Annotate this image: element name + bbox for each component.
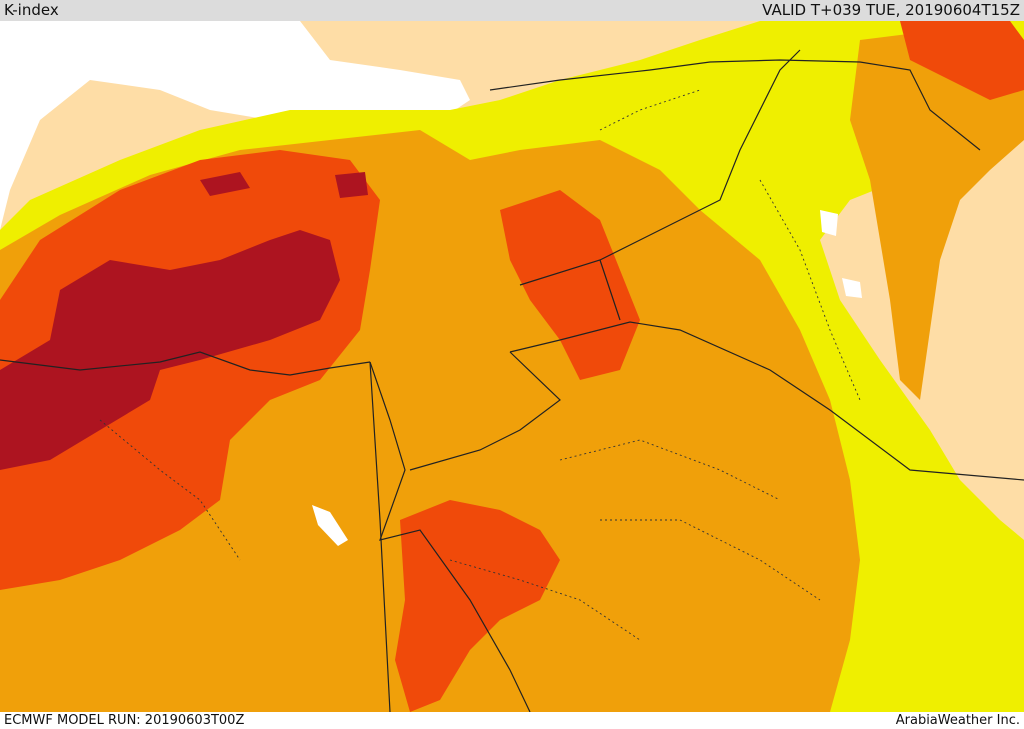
valid-time-label: VALID T+039 TUE, 20190604T15Z [762,1,1020,19]
red-sea-north [312,505,348,546]
border-line-6 [599,259,621,321]
border-line-4 [409,351,561,471]
red-orange-pocket-east [500,190,640,380]
dotted-line-3 [449,559,641,641]
map-canvas [0,21,1024,712]
dotted-line-1 [559,439,781,501]
border-line-3 [509,321,1024,481]
lake-east [842,278,862,298]
border-line-1 [0,351,371,376]
dark-red-core [0,230,340,470]
border-line-2 [369,361,531,712]
border-line-8 [369,361,391,712]
dark-red-blob-coast [335,172,368,198]
top-title-bar: K-index VALID T+039 TUE, 20190604T15Z [0,0,1024,21]
internal-boundaries [99,89,861,641]
model-run-label: ECMWF MODEL RUN: 20190603T00Z [4,713,245,728]
dotted-line-2 [600,519,821,601]
bottom-info-bar: ECMWF MODEL RUN: 20190603T00Z ArabiaWeat… [0,712,1024,729]
orange-zone-northeast [850,30,1024,400]
border-line-7 [489,59,981,151]
lake-north [820,210,838,236]
dotted-line-4 [759,179,861,401]
k-index-map[interactable] [0,21,1024,712]
dark-red-blob-north [200,172,250,196]
dotted-line-6 [599,89,701,131]
border-line-5 [519,49,801,286]
country-borders [0,49,1024,712]
parameter-title: K-index [4,1,59,19]
red-orange-pocket-northeast [900,21,1024,100]
credit-label: ArabiaWeather Inc. [895,713,1020,728]
mediterranean-sea [0,21,470,230]
